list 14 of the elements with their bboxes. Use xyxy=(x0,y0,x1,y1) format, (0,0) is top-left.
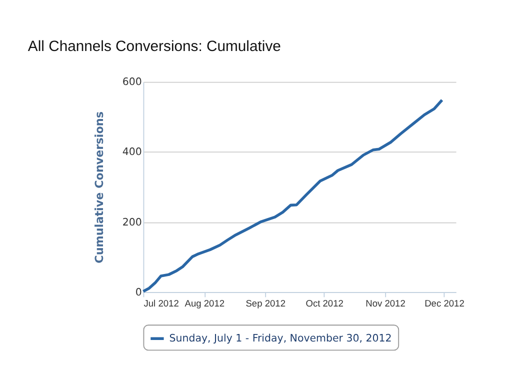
x-tick-label: Sep 2012 xyxy=(246,298,286,308)
x-tick-label: Oct 2012 xyxy=(306,298,344,308)
y-tick-label: 600 xyxy=(122,77,142,88)
x-tick-label: Aug 2012 xyxy=(184,298,225,308)
line-series xyxy=(142,98,444,293)
x-tick-label: Jul 2012 xyxy=(144,298,179,308)
chart-title: All Channels Conversions: Cumulative xyxy=(28,39,281,56)
x-tick-label: Nov 2012 xyxy=(366,298,406,308)
y-axis-title: Cumulative Conversions xyxy=(92,111,106,264)
y-tick-label: 0 xyxy=(135,287,142,298)
x-tick-label: Dec 2012 xyxy=(424,298,464,308)
legend-label: Sunday, July 1 - Friday, November 30, 2012 xyxy=(169,333,392,344)
y-tick-label: 400 xyxy=(122,147,142,158)
y-tick-label: 200 xyxy=(122,217,142,228)
